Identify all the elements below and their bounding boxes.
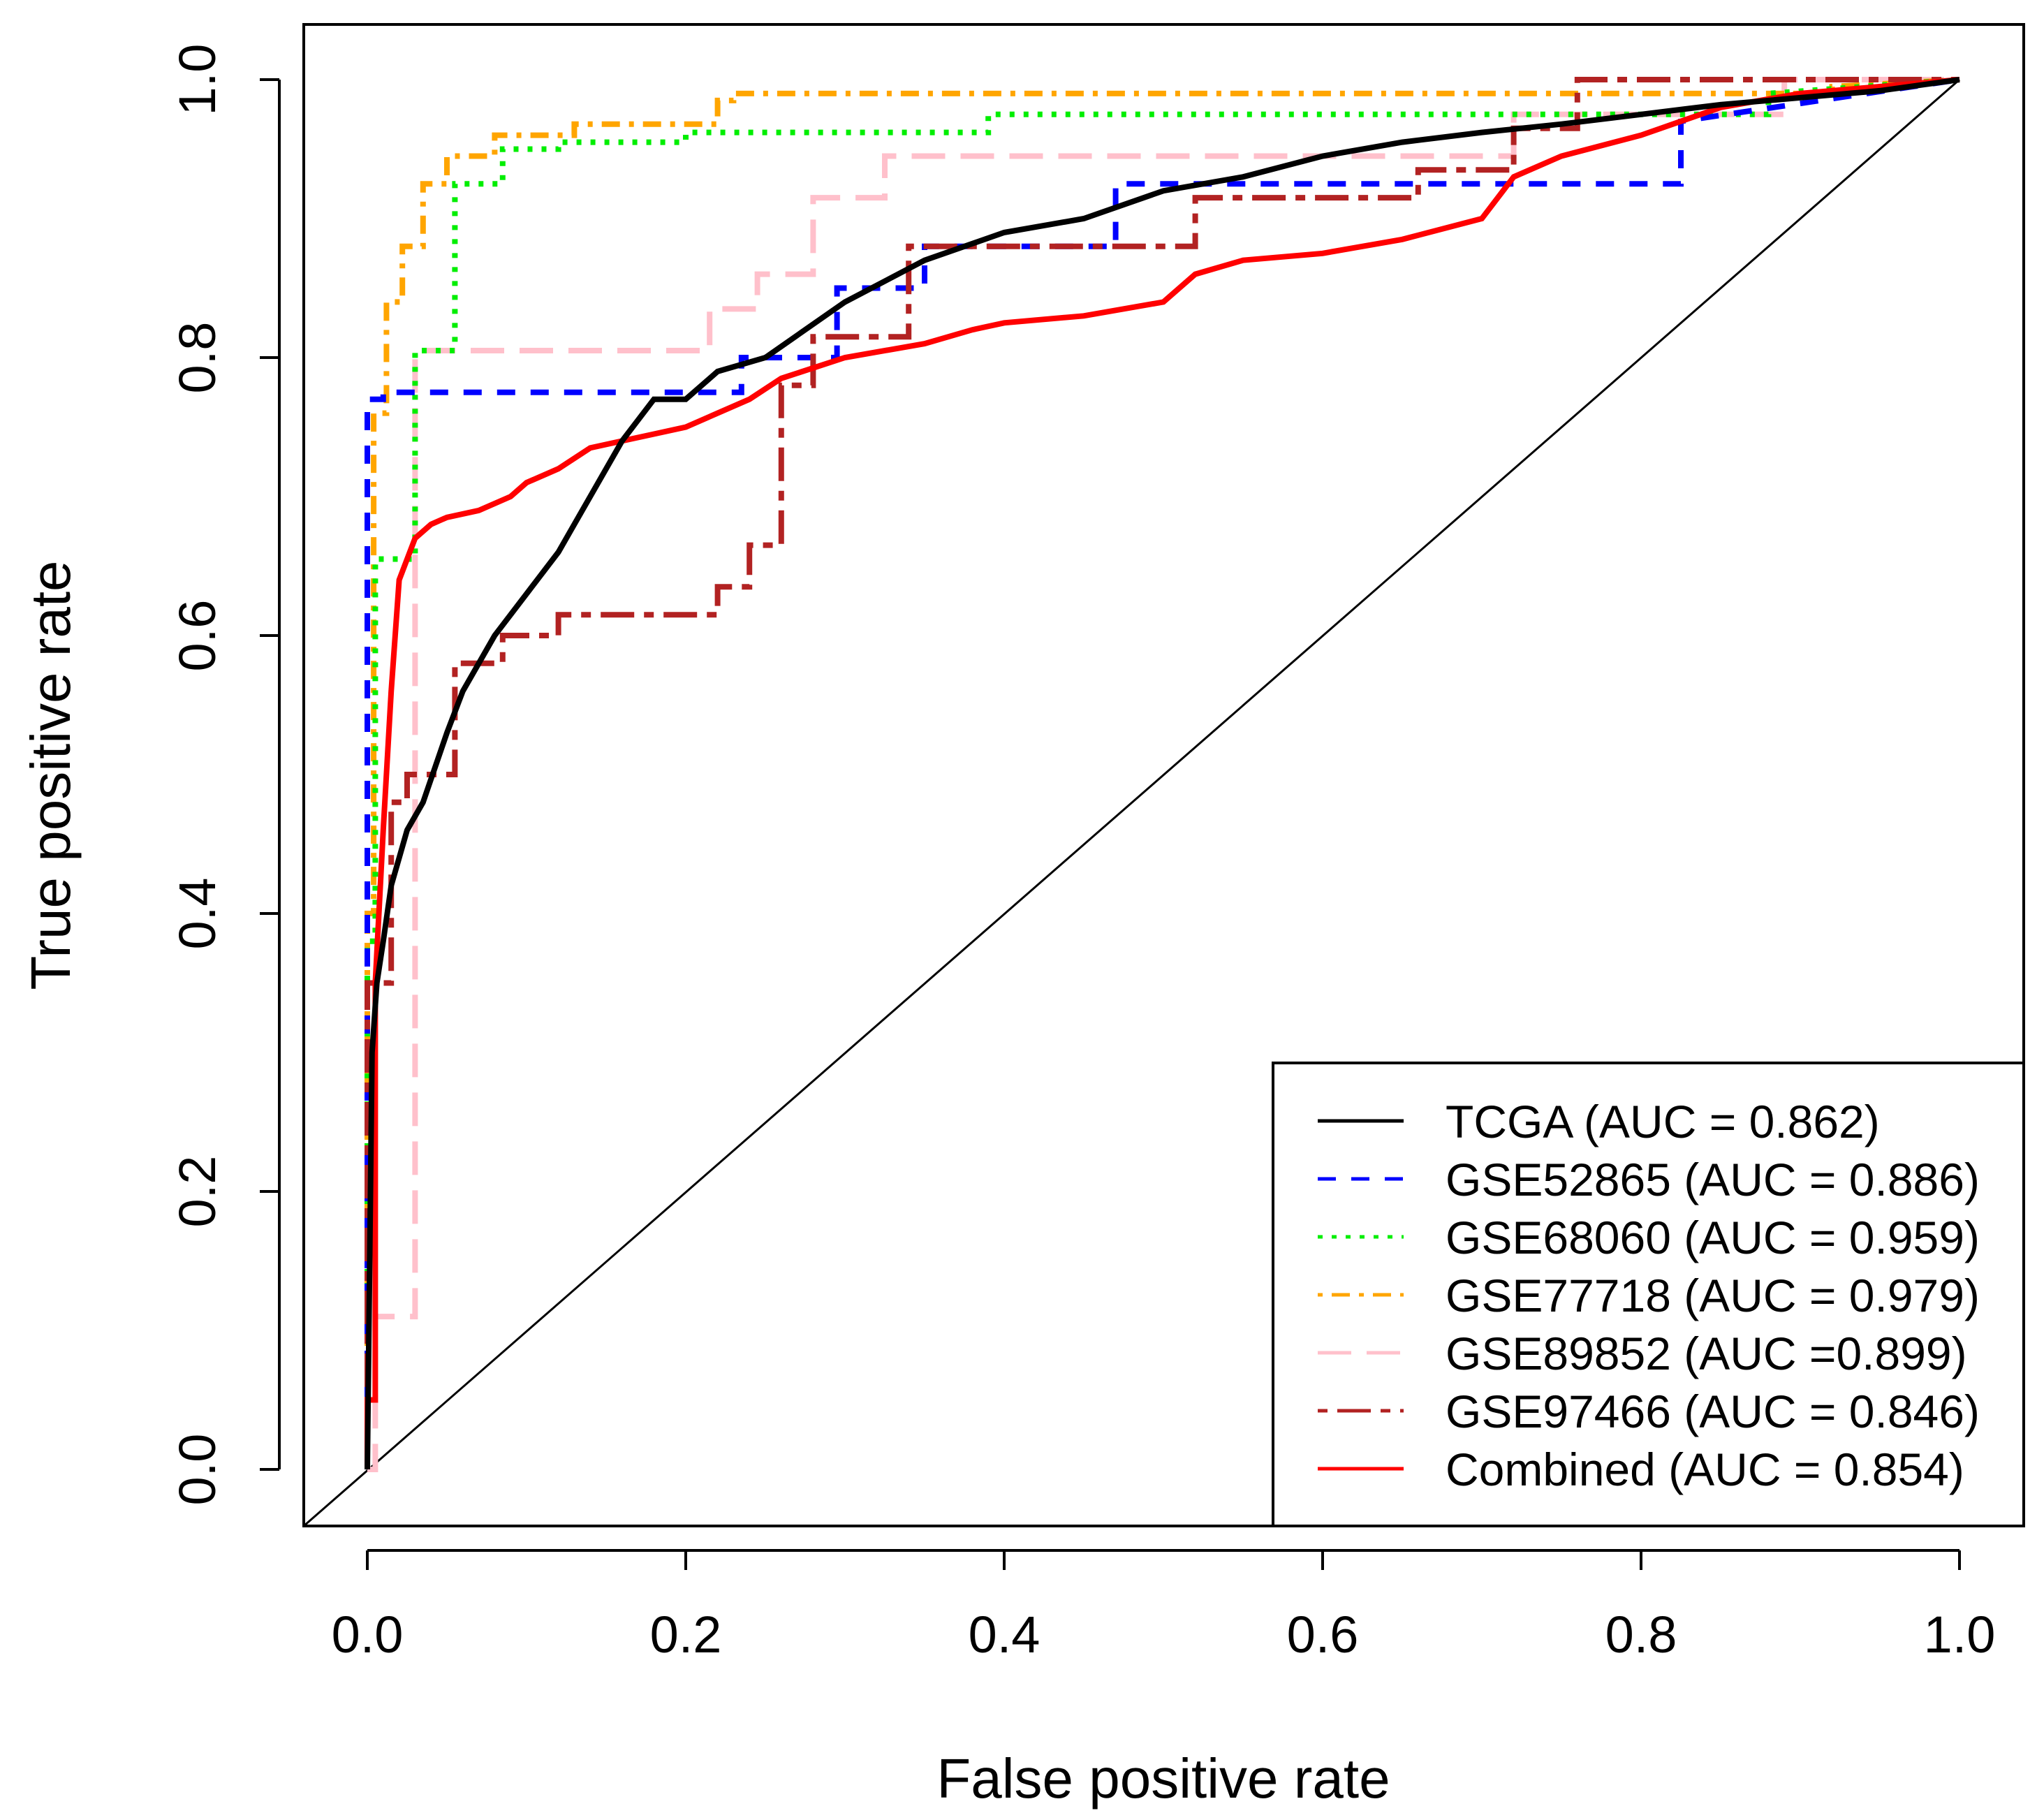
y-tick-label: 0.4 (168, 878, 226, 950)
reference-diagonal (303, 78, 1960, 1527)
y-tick-label: 0.6 (168, 600, 226, 672)
legend-box (1272, 1062, 2025, 1527)
y-axis-label: True positive rate (20, 560, 82, 990)
y-axis: 0.0 0.2 0.4 0.6 0.8 1.0 (168, 44, 281, 1506)
x-tick-label: 1.0 (1924, 1606, 1996, 1664)
legend-label-3: GSE68060 (AUC = 0.959) (1446, 1212, 1980, 1263)
x-tick-label: 0.4 (969, 1606, 1040, 1664)
x-tick-label: 0.6 (1287, 1606, 1359, 1664)
legend-label-6: GSE97466 (AUC = 0.846) (1446, 1386, 1980, 1437)
x-tick-label: 0.0 (332, 1606, 404, 1664)
roc-curve-1 (365, 77, 1960, 1470)
x-axis-label: False positive rate (936, 1747, 1390, 1810)
legend-label-2: GSE52865 (AUC = 0.886) (1446, 1154, 1980, 1205)
plot-area (303, 77, 1960, 1527)
legend-label-4: GSE77718 (AUC = 0.979) (1446, 1270, 1980, 1321)
x-axis: 0.0 0.2 0.4 0.6 0.8 1.0 (332, 1549, 1996, 1664)
roc-curve-6 (365, 77, 1959, 1469)
roc-curve-4 (365, 77, 1960, 1469)
roc-curve-3 (365, 77, 1960, 1469)
legend-label-5: GSE89852 (AUC =0.899) (1446, 1328, 1967, 1379)
roc-curve-7 (365, 77, 1960, 1469)
y-tick-label: 0.2 (168, 1156, 226, 1228)
legend-label-7: Combined (AUC = 0.854) (1446, 1444, 1964, 1495)
x-tick-label: 0.2 (650, 1606, 722, 1664)
legend-label-1: TCGA (AUC = 0.862) (1446, 1096, 1880, 1147)
legend: TCGA (AUC = 0.862) GSE52865 (AUC = 0.886)… (1272, 1062, 2025, 1527)
x-tick-label: 0.8 (1605, 1606, 1677, 1664)
plot-frame (302, 23, 2025, 1527)
y-tick-label: 0.0 (168, 1434, 226, 1506)
y-tick-label: 0.8 (168, 322, 226, 394)
roc-curve-2 (365, 77, 1960, 1469)
y-tick-label: 1.0 (168, 44, 226, 116)
